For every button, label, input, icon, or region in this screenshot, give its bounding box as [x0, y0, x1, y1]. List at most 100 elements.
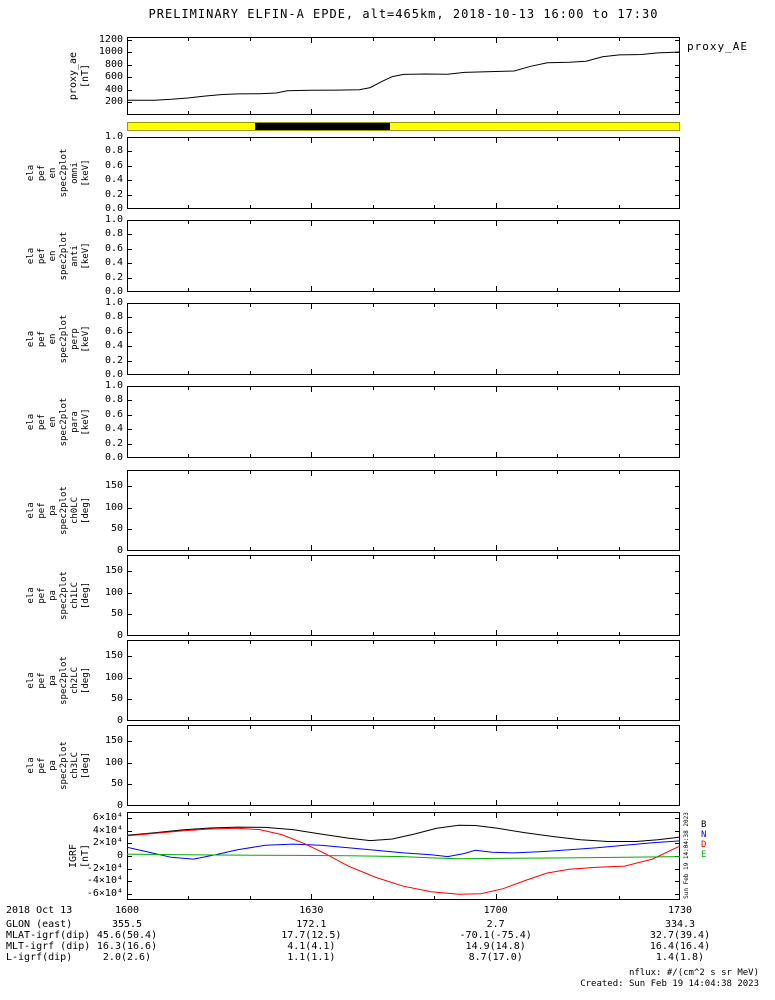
legend-item: B	[701, 820, 707, 830]
row-label: MLT-igrf (dip)	[6, 941, 91, 952]
creation-watermark: Sun Feb 19 14:04:38 2023	[683, 812, 690, 899]
y-tick-label: 0	[116, 630, 123, 641]
row-value: 2.7	[486, 919, 505, 930]
panel-ylabel-pa_ch0: ela pef pa spec2plot ch0LC [deg]	[26, 486, 91, 535]
row-value: 8.7(17.0)	[468, 952, 523, 963]
series-proxy_AE	[127, 51, 680, 101]
panel-en_anti	[127, 220, 680, 292]
row-value: 1630	[299, 905, 324, 916]
y-tick-label: 600	[104, 71, 123, 82]
panel-canvas-pa_ch0	[127, 470, 680, 551]
y-tick-label: 100	[104, 672, 123, 683]
y-tick-label: 0	[116, 800, 123, 811]
panel-ylabel-en_para: ela pef en spec2plot para [keV]	[26, 397, 91, 447]
y-tick-label: 50	[110, 778, 123, 789]
y-tick-label: 0.4	[104, 174, 123, 185]
y-tick-label: 0.4	[104, 340, 123, 351]
legend-item: E	[701, 850, 707, 860]
row-value: 14.9(14.8)	[465, 941, 526, 952]
y-tick-label: 0	[116, 545, 123, 556]
y-tick-label: -4×10⁴	[86, 875, 123, 886]
y-tick-label: 0.2	[104, 355, 123, 366]
panel-ylabel-pa_ch1: ela pef pa spec2plot ch1LC [deg]	[26, 571, 91, 620]
panel-ylabel-proxy_ae: proxy_ae [nT]	[68, 51, 91, 101]
y-tick-label: 50	[110, 608, 123, 619]
y-tick-label: -6×10⁴	[86, 888, 123, 899]
panel-canvas-en_para	[127, 386, 680, 458]
y-tick-label: 1.0	[104, 214, 123, 225]
y-tick-label: 1.0	[104, 380, 123, 391]
panel-en_omni	[127, 137, 680, 209]
row-value: 32.7(39.4)	[649, 930, 711, 941]
panel-ylabel-pa_ch2: ela pef pa spec2plot ch2LC [deg]	[26, 656, 91, 705]
y-tick-label: 0.6	[104, 160, 123, 171]
series-B	[127, 824, 680, 842]
panel-ylabel-igrf: IGRF [nT]	[68, 843, 91, 869]
nflux-units-note: nflux: #/(cm^2 s sr MeV)	[628, 968, 759, 978]
y-tick-label: 0.8	[104, 394, 123, 405]
panel-canvas-pa_ch2	[127, 640, 680, 721]
series-N	[127, 840, 680, 860]
y-tick-label: 150	[104, 650, 123, 661]
y-tick-label: 1000	[98, 46, 123, 57]
row-label: GLON (east)	[6, 919, 73, 930]
panel-canvas-proxy_ae	[127, 37, 680, 115]
y-tick-label: -2×10⁴	[86, 863, 123, 874]
row-label: 2018 Oct 13	[6, 905, 73, 916]
availability-bar-black-segment	[255, 123, 391, 130]
y-tick-label: 1.0	[104, 297, 123, 308]
panel-canvas-en_omni	[127, 137, 680, 209]
y-tick-label: 0.8	[104, 311, 123, 322]
panel-en_perp	[127, 303, 680, 375]
y-tick-label: 0.6	[104, 326, 123, 337]
y-tick-label: 200	[104, 96, 123, 107]
panel-canvas-en_anti	[127, 220, 680, 292]
panel-pa_ch2	[127, 640, 680, 721]
y-tick-label: 100	[104, 757, 123, 768]
y-tick-label: 0	[116, 715, 123, 726]
y-tick-label: 0.8	[104, 145, 123, 156]
page-title: PRELIMINARY ELFIN-A EPDE, alt=465km, 201…	[148, 7, 659, 21]
y-tick-label: 400	[104, 84, 123, 95]
y-tick-label: 0.2	[104, 189, 123, 200]
row-value: 16.4(16.4)	[649, 941, 711, 952]
row-value: -70.1(-75.4)	[459, 930, 532, 941]
series-D	[127, 827, 680, 895]
row-value: 4.1(4.1)	[287, 941, 336, 952]
row-value: 1.1(1.1)	[287, 952, 336, 963]
row-value: 45.6(50.4)	[96, 930, 158, 941]
panel-en_para	[127, 386, 680, 458]
availability-bar	[127, 122, 680, 131]
y-tick-label: 0.0	[104, 452, 123, 463]
panel-ylabel-pa_ch3: ela pef pa spec2plot ch3LC [deg]	[26, 741, 91, 790]
y-tick-label: 0.6	[104, 243, 123, 254]
panel-canvas-en_perp	[127, 303, 680, 375]
row-value: 1600	[114, 905, 140, 916]
y-tick-label: 0.8	[104, 228, 123, 239]
row-value: 355.5	[111, 919, 143, 930]
y-tick-label: 0.4	[104, 257, 123, 268]
panel-ylabel-en_perp: ela pef en spec2plot perp [keV]	[26, 314, 91, 364]
row-label: L-igrf(dip)	[6, 952, 73, 963]
series-E	[127, 853, 680, 860]
row-value: 1700	[483, 905, 508, 916]
row-label: MLAT-igrf(dip)	[6, 930, 91, 941]
legend-item: D	[701, 840, 707, 850]
y-tick-label: 1.0	[104, 131, 123, 142]
y-tick-label: 1200	[98, 34, 123, 45]
y-tick-label: 2×10⁴	[92, 837, 123, 848]
panel-ylabel-en_anti: ela pef en spec2plot anti [keV]	[26, 231, 91, 281]
panel-pa_ch0	[127, 470, 680, 551]
panel-pa_ch1	[127, 555, 680, 636]
proxy-ae-right-label: proxy_AE	[687, 40, 748, 53]
created-timestamp: Created: Sun Feb 19 14:04:38 2023	[580, 979, 759, 989]
panel-igrf	[127, 812, 680, 900]
panel-ylabel-en_omni: ela pef en spec2plot omni [keV]	[26, 148, 91, 198]
y-tick-label: 6×10⁴	[92, 812, 123, 823]
row-value: 2.0(2.6)	[102, 952, 152, 963]
panel-canvas-pa_ch1	[127, 555, 680, 636]
y-tick-label: 100	[104, 502, 123, 513]
y-tick-label: 50	[110, 523, 123, 534]
